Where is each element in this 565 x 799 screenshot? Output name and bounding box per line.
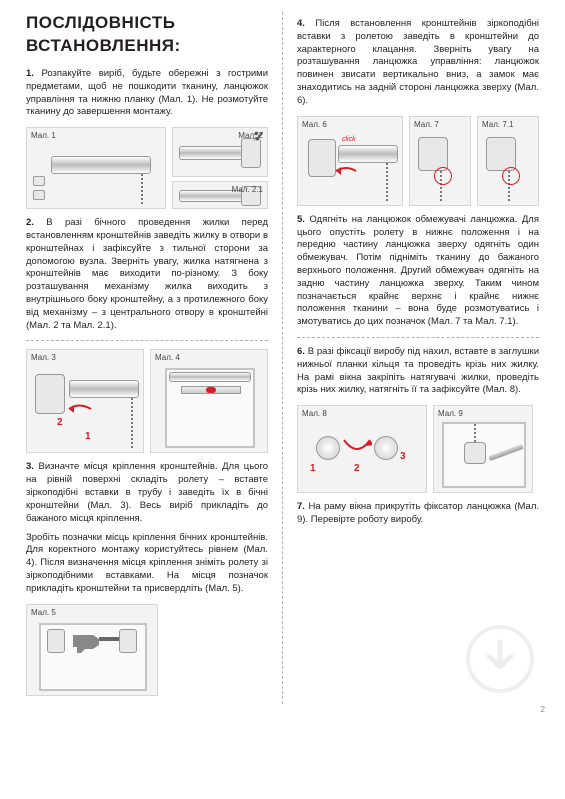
callout-1: 1 (85, 430, 91, 444)
figure-8: Мал. 8 1 2 3 (297, 405, 427, 493)
fig-2-label: Мал. 2 (238, 131, 263, 142)
figure-1: Мал. 1 (26, 127, 166, 209)
step-4: 4. Після встановлення кронштейнів зіркоп… (297, 18, 539, 108)
step-4-text: Після встановлення кронштейнів зіркоподі… (297, 18, 539, 106)
fig-row-6-7: Мал. 6 click Мал. 7 Мал. 7.1 (297, 116, 539, 206)
fig-3-label: Мал. 3 (31, 353, 56, 364)
fig-7-label: Мал. 7 (414, 120, 439, 131)
page-number: 2 (541, 705, 545, 716)
figure-5: Мал. 5 (26, 604, 158, 696)
step-3b-text: Зробіть позначки місць кріплення бічних … (26, 532, 268, 594)
figure-9: Мал. 9 (433, 405, 533, 493)
fig-2-1-label: Мал. 2.1 (232, 185, 263, 196)
fig-row-1-2: Мал. 1 Мал. 2 Мал. 2.1 (26, 127, 268, 209)
figure-2: Мал. 2 (172, 127, 268, 177)
figure-6: Мал. 6 click (297, 116, 403, 206)
fig-8-label: Мал. 8 (302, 409, 327, 420)
arrow-icon (334, 163, 358, 179)
callout-1: 1 (310, 462, 316, 476)
click-label: click (342, 135, 356, 144)
step-3a: 3. Визначте місця кріплення кронштейнів.… (26, 461, 268, 525)
arrow-icon (67, 400, 93, 418)
figure-4: Мал. 4 (150, 349, 268, 453)
fig-9-label: Мал. 9 (438, 409, 463, 420)
step-3a-text: Визначте місця кріплення кронштейнів. Дл… (26, 461, 268, 523)
drill-icon (71, 625, 121, 653)
fig-row-8-9: Мал. 8 1 2 3 Мал. 9 (297, 405, 539, 493)
step-2-text: В разі бічного проведення жилки перед вс… (26, 217, 268, 331)
callout-2: 2 (57, 416, 63, 430)
figure-2-1: Мал. 2.1 (172, 181, 268, 209)
step-2: 2. В разі бічного проведення жилки перед… (26, 217, 268, 332)
fig-6-label: Мал. 6 (302, 120, 327, 131)
callout-3: 3 (400, 450, 406, 464)
fig-1-label: Мал. 1 (31, 131, 56, 142)
divider-left (26, 340, 268, 341)
figure-7: Мал. 7 (409, 116, 471, 206)
divider-right (297, 337, 539, 338)
step-7-text: На раму вікна прикрутіть фіксатор ланцюж… (297, 501, 539, 525)
fig-row-3-4: Мал. 3 2 1 Мал. 4 (26, 349, 268, 453)
step-7: 7. На раму вікна прикрутіть фіксатор лан… (297, 501, 539, 527)
step-1-text: Розпакуйте виріб, будьте обережні з гост… (26, 68, 268, 117)
page-title: ПОСЛІДОВНІСТЬ ВСТАНОВЛЕННЯ: (26, 12, 268, 58)
arrow-icon (342, 436, 372, 462)
callout-2: 2 (354, 462, 360, 476)
figure-7-1: Мал. 7.1 (477, 116, 539, 206)
step-5: 5. Одягніть на ланцюжок обмежувачі ланцю… (297, 214, 539, 329)
step-6: 6. В разі фіксації виробу під нахил, вст… (297, 346, 539, 397)
figure-3: Мал. 3 2 1 (26, 349, 144, 453)
step-5-text: Одягніть на ланцюжок обмежувачі ланцюжка… (297, 214, 539, 328)
right-column: 4. Після встановлення кронштейнів зіркоп… (283, 12, 547, 704)
left-column: ПОСЛІДОВНІСТЬ ВСТАНОВЛЕННЯ: 1. Розпакуйт… (18, 12, 283, 704)
fig-7-1-label: Мал. 7.1 (482, 120, 513, 131)
step-1: 1. Розпакуйте виріб, будьте обережні з г… (26, 68, 268, 119)
fig-row-5: Мал. 5 (26, 604, 268, 696)
step-6-text: В разі фіксації виробу під нахил, вставт… (297, 346, 539, 395)
fig-5-label: Мал. 5 (31, 608, 56, 619)
step-3b: Зробіть позначки місць кріплення бічних … (26, 532, 268, 596)
fig-4-label: Мал. 4 (155, 353, 180, 364)
